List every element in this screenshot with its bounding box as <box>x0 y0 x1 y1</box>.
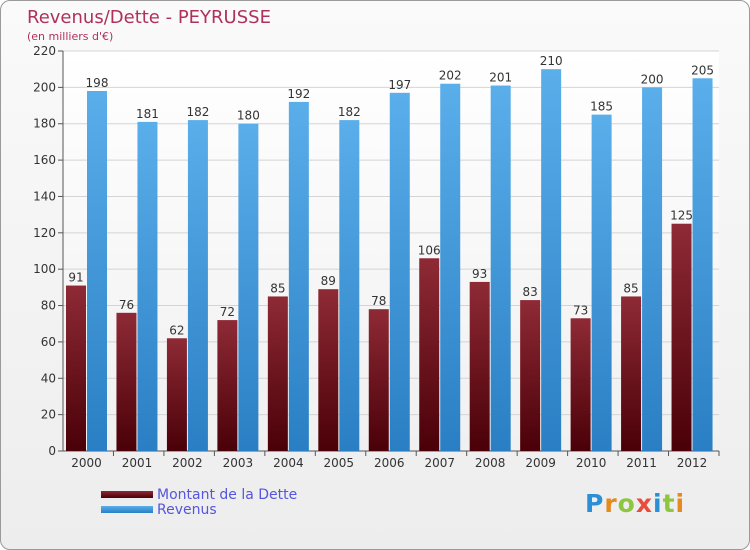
logo-letter: i <box>653 489 663 518</box>
bar-revenus <box>591 114 612 452</box>
x-tick-label: 2007 <box>424 456 455 470</box>
data-label-dette: 89 <box>321 274 336 288</box>
chart-title: Revenus/Dette - PEYRUSSE <box>27 7 271 28</box>
x-tick-label: 2012 <box>677 456 708 470</box>
data-label-revenus: 210 <box>540 54 563 68</box>
y-tick-label: 140 <box>33 189 56 203</box>
logo-letter: r <box>604 489 618 518</box>
x-tick-label: 2005 <box>324 456 355 470</box>
proxiti-logo: Proxiti <box>585 489 685 518</box>
data-label-revenus: 201 <box>489 71 512 85</box>
bar-dette <box>217 320 238 451</box>
bar-revenus <box>692 78 713 451</box>
logo-letter: x <box>635 489 653 518</box>
bar-dette <box>570 318 591 451</box>
data-label-revenus: 192 <box>287 87 310 101</box>
bar-dette <box>318 289 339 451</box>
y-tick-label: 120 <box>33 226 56 240</box>
bar-dette <box>267 296 288 451</box>
bar-revenus <box>137 121 158 451</box>
bar-revenus <box>288 101 309 451</box>
data-label-revenus: 198 <box>86 76 109 90</box>
legend-swatch-revenus <box>101 506 153 513</box>
bar-revenus <box>541 69 562 451</box>
logo-letter: t <box>662 489 676 518</box>
data-label-dette: 83 <box>523 285 538 299</box>
data-label-dette: 85 <box>623 281 638 295</box>
x-tick-label: 2003 <box>223 456 254 470</box>
logo-letter: P <box>585 489 605 518</box>
bar-dette <box>166 338 187 451</box>
legend-item-revenus: Revenus <box>101 501 297 518</box>
bar-dette <box>469 281 490 451</box>
bar-dette <box>621 296 642 451</box>
data-label-revenus: 202 <box>439 69 462 83</box>
bar-dette <box>419 258 440 451</box>
logo-letter: i <box>675 489 686 518</box>
x-tick-label: 2000 <box>71 456 102 470</box>
data-label-revenus: 205 <box>691 63 714 77</box>
y-tick-label: 60 <box>41 335 56 349</box>
y-tick-label: 200 <box>33 80 56 94</box>
data-label-dette: 91 <box>68 271 83 285</box>
data-label-revenus: 197 <box>388 78 411 92</box>
y-tick-label: 20 <box>41 408 56 422</box>
data-label-dette: 106 <box>418 243 441 257</box>
y-tick-label: 220 <box>33 44 56 58</box>
legend-label-revenus: Revenus <box>157 501 217 518</box>
data-label-dette: 125 <box>670 209 693 223</box>
data-label-revenus: 181 <box>136 107 159 121</box>
legend-swatch-dette <box>101 491 153 498</box>
data-label-revenus: 182 <box>338 105 361 119</box>
data-label-dette: 72 <box>220 305 235 319</box>
legend: Montant de la Dette Revenus <box>101 486 298 518</box>
data-label-dette: 78 <box>371 294 386 308</box>
x-tick-label: 2002 <box>172 456 203 470</box>
y-tick-label: 80 <box>41 299 56 313</box>
x-tick-label: 2009 <box>525 456 556 470</box>
bar-dette <box>368 309 389 451</box>
x-tick-label: 2004 <box>273 456 304 470</box>
bar-revenus <box>87 91 107 451</box>
bar-dette <box>66 285 86 451</box>
chart-subtitle: (en milliers d'€) <box>27 30 114 43</box>
data-label-revenus: 182 <box>186 105 209 119</box>
bar-dette <box>671 223 692 451</box>
data-label-dette: 85 <box>270 281 285 295</box>
y-tick-label: 160 <box>33 153 56 167</box>
y-tick-label: 0 <box>48 444 56 458</box>
bar-revenus <box>642 87 663 451</box>
bar-revenus <box>238 123 259 452</box>
bar-revenus <box>187 120 208 451</box>
data-label-revenus: 200 <box>641 72 664 86</box>
bar-revenus <box>339 120 360 451</box>
bar-dette <box>116 312 137 451</box>
x-tick-label: 2011 <box>626 456 657 470</box>
bar-revenus <box>389 92 410 452</box>
data-label-revenus: 180 <box>237 109 260 123</box>
y-tick-label: 40 <box>41 371 56 385</box>
x-tick-label: 2006 <box>374 456 405 470</box>
legend-item-dette: Montant de la Dette <box>101 486 298 503</box>
y-tick-label: 100 <box>33 262 56 276</box>
x-tick-label: 2010 <box>576 456 607 470</box>
bar-revenus <box>440 83 461 452</box>
data-label-revenus: 185 <box>590 100 613 114</box>
data-label-dette: 73 <box>573 303 588 317</box>
bar-dette <box>520 300 541 451</box>
x-tick-label: 2008 <box>475 456 506 470</box>
data-label-dette: 62 <box>169 323 184 337</box>
bar-revenus <box>490 85 511 451</box>
logo-letter: o <box>617 489 636 518</box>
x-tick-label: 2001 <box>122 456 153 470</box>
legend-label-dette: Montant de la Dette <box>157 486 298 503</box>
data-label-dette: 93 <box>472 267 487 281</box>
data-label-dette: 76 <box>119 298 134 312</box>
y-tick-label: 180 <box>33 117 56 131</box>
